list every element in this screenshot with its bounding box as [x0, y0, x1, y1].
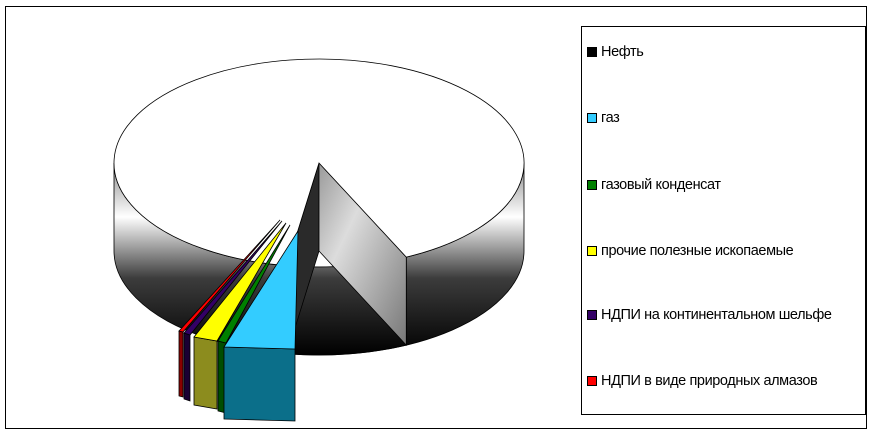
legend-swatch — [587, 47, 597, 57]
legend-label: НДПИ на континентальном шельфе — [601, 307, 832, 323]
legend-swatch — [587, 246, 597, 256]
pie-slice-4 — [183, 220, 283, 336]
legend-label: газовый конденсат — [601, 177, 721, 193]
legend-label: Нефть — [601, 44, 644, 60]
pie-slice-5 — [178, 219, 281, 333]
pie-slice-side — [178, 330, 184, 398]
pie-slice-side — [193, 336, 218, 410]
pie-chart — [113, 58, 525, 422]
pie-slice-1 — [223, 229, 299, 350]
pie-slice-oil — [113, 58, 525, 267]
chart-area: Нефть газ газовый конденсат прочие полезные… — [5, 6, 867, 429]
legend-label: НДПИ в виде природных алмазов — [601, 373, 818, 389]
pie-slice-2 — [217, 224, 291, 344]
legend-swatch — [587, 180, 597, 190]
pie-slice-side — [183, 332, 191, 402]
legend-label: прочие полезные ископаемые — [601, 243, 794, 259]
chart-legend: Нефть газ газовый конденсат прочие полезные… — [581, 26, 866, 415]
legend-label: газ — [601, 110, 620, 126]
legend-swatch — [587, 113, 597, 123]
pie-slice-side — [223, 346, 296, 422]
pie-slice-3 — [193, 222, 287, 342]
legend-swatch — [587, 376, 597, 386]
legend-swatch — [587, 310, 597, 320]
